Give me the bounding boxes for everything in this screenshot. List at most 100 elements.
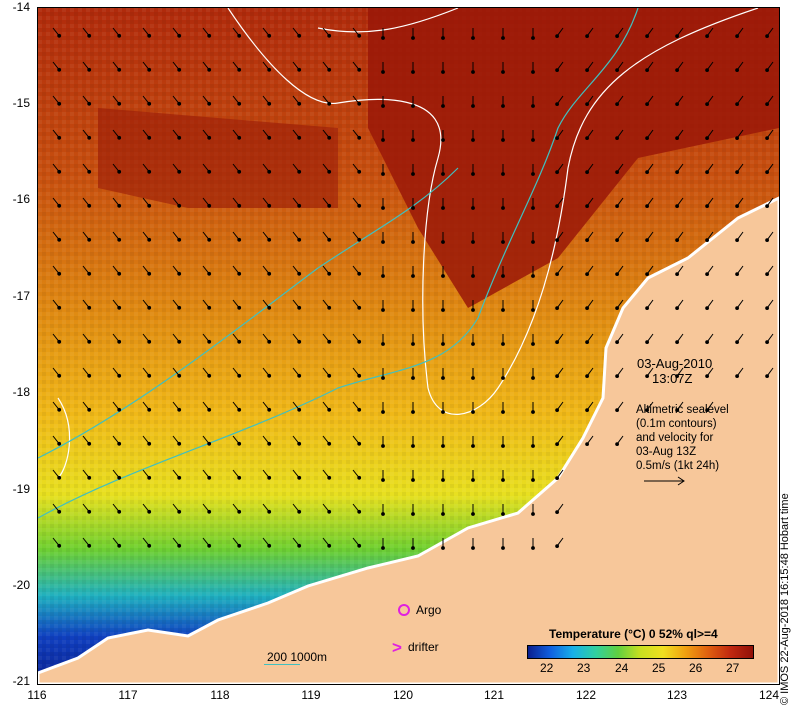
velocity-arrowhead	[765, 238, 769, 243]
velocity-arrowhead	[675, 374, 679, 379]
velocity-arrowhead	[735, 374, 739, 379]
velocity-arrowhead	[765, 204, 769, 209]
velocity-arrowhead	[381, 512, 385, 516]
velocity-arrowhead	[207, 169, 212, 174]
velocity-arrowhead	[765, 340, 769, 345]
velocity-arrowhead	[327, 407, 332, 412]
velocity-arrowhead	[645, 238, 649, 243]
velocity-arrowhead	[645, 170, 649, 175]
velocity-arrowhead	[297, 407, 302, 412]
warm-core	[368, 8, 779, 308]
velocity-arrowhead	[237, 509, 242, 514]
velocity-arrowhead	[177, 305, 182, 310]
velocity-arrowhead	[297, 441, 302, 446]
velocity-arrowhead	[555, 374, 559, 379]
velocity-arrowhead	[555, 510, 559, 515]
velocity-arrowhead	[177, 543, 182, 548]
velocity-arrowhead	[87, 339, 92, 344]
velocity-arrowhead	[147, 135, 152, 140]
velocity-arrowhead	[357, 305, 362, 310]
velocity-arrowhead	[735, 340, 739, 345]
velocity-arrowhead	[531, 512, 535, 516]
velocity-arrowhead	[441, 512, 445, 516]
velocity-arrowhead	[117, 271, 122, 276]
velocity-arrowhead	[267, 271, 272, 276]
velocity-arrowhead	[147, 339, 152, 344]
y-tick: -18	[12, 385, 30, 399]
velocity-arrowhead	[555, 544, 559, 548]
velocity-arrowhead	[531, 104, 535, 108]
velocity-arrowhead	[147, 543, 152, 548]
velocity-arrowhead	[237, 271, 242, 276]
velocity-arrowhead	[531, 546, 535, 550]
velocity-arrowhead	[117, 67, 122, 72]
velocity-arrowhead	[441, 172, 445, 176]
velocity-arrowhead	[117, 169, 122, 174]
velocity-arrowhead	[585, 442, 589, 447]
velocity-arrowhead	[411, 138, 415, 142]
velocity-arrowhead	[357, 339, 362, 344]
velocity-arrowhead	[327, 67, 332, 72]
x-tick: 118	[210, 688, 230, 702]
velocity-arrowhead	[297, 509, 302, 514]
velocity-arrowhead	[675, 170, 679, 175]
velocity-arrowhead	[87, 67, 92, 72]
note-line: Altimetric sealevel	[636, 404, 729, 416]
velocity-arrowhead	[531, 308, 535, 312]
x-tick: 116	[27, 688, 47, 702]
velocity-arrowhead	[207, 475, 212, 480]
y-tick: -16	[12, 192, 30, 206]
velocity-arrowhead	[327, 135, 332, 140]
velocity-arrowhead	[765, 374, 769, 379]
velocity-arrowhead	[357, 135, 362, 140]
velocity-arrowhead	[501, 546, 505, 550]
velocity-arrowhead	[117, 101, 122, 106]
note-line: and velocity for	[636, 432, 714, 444]
velocity-arrowhead	[381, 240, 385, 244]
velocity-arrowhead	[501, 308, 505, 312]
velocity-arrowhead	[441, 274, 445, 278]
velocity-arrowhead	[531, 376, 535, 380]
velocity-arrowhead	[297, 271, 302, 276]
velocity-arrowhead	[531, 206, 535, 210]
velocity-arrowhead	[705, 306, 709, 311]
velocity-arrowhead	[615, 170, 619, 175]
velocity-arrowhead	[501, 478, 505, 482]
x-tick: 124	[758, 688, 780, 702]
velocity-arrowhead	[327, 373, 332, 378]
velocity-arrowhead	[411, 36, 415, 40]
velocity-arrowhead	[177, 203, 182, 208]
velocity-arrowhead	[381, 172, 385, 176]
velocity-arrowhead	[615, 204, 619, 209]
isobath-scale-label: 200 1000m	[267, 650, 328, 664]
velocity-arrowhead	[237, 475, 242, 480]
velocity-arrowhead	[615, 102, 619, 106]
y-tick: -19	[12, 482, 30, 496]
velocity-arrowhead	[297, 203, 302, 208]
velocity-arrowhead	[531, 70, 535, 74]
velocity-arrowhead	[237, 543, 242, 548]
velocity-arrowhead	[765, 306, 769, 311]
velocity-arrowhead	[267, 169, 272, 174]
colorbar-label: 26	[689, 661, 703, 675]
velocity-arrowhead	[411, 376, 415, 380]
velocity-arrowhead	[177, 441, 182, 446]
velocity-arrowhead	[501, 444, 505, 448]
velocity-arrowhead	[87, 33, 92, 38]
velocity-arrowhead	[267, 543, 272, 548]
velocity-arrowhead	[237, 203, 242, 208]
velocity-arrowhead	[501, 240, 505, 244]
velocity-arrowhead	[471, 546, 475, 550]
velocity-arrowhead	[177, 373, 182, 378]
velocity-arrowhead	[615, 340, 619, 345]
velocity-arrowhead	[645, 374, 649, 379]
velocity-arrowhead	[267, 203, 272, 208]
velocity-arrowhead	[117, 135, 122, 140]
velocity-arrowhead	[501, 512, 505, 516]
velocity-arrowhead	[207, 339, 212, 344]
y-tick: -17	[12, 289, 30, 303]
velocity-arrowhead	[441, 70, 445, 74]
velocity-arrowhead	[585, 34, 589, 39]
velocity-arrowhead	[645, 272, 649, 277]
velocity-arrowhead	[705, 374, 709, 379]
